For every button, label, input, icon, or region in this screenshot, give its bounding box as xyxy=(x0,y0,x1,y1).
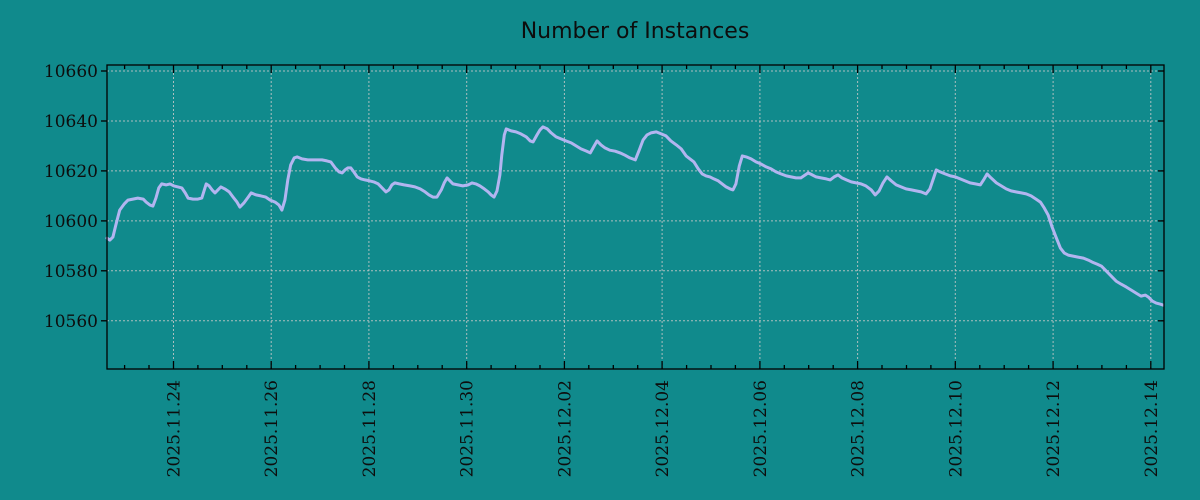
x-tick-label: 2025.12.06 xyxy=(751,380,771,477)
series-line-instances xyxy=(105,125,1165,307)
x-tick-label: 2025.11.28 xyxy=(360,380,380,477)
chart-title: Number of Instances xyxy=(521,19,750,44)
y-axis-labels: 10560 10580 10600 10620 10640 10660 xyxy=(44,62,98,332)
x-tick-label: 2025.11.24 xyxy=(165,380,185,477)
y-tick-label: 10580 xyxy=(44,262,98,282)
x-tick-label: 2025.11.26 xyxy=(262,380,282,477)
plot-border xyxy=(106,64,1165,370)
x-tick-label: 2025.12.10 xyxy=(946,380,966,477)
x-tick-label: 2025.12.04 xyxy=(653,380,673,477)
x-tick-label: 2025.12.12 xyxy=(1044,380,1064,477)
axis-ticks xyxy=(101,65,1164,369)
x-tick-label: 2025.12.14 xyxy=(1142,380,1162,477)
y-tick-label: 10560 xyxy=(44,312,98,332)
series-lines xyxy=(105,125,1165,307)
x-tick-label: 2025.12.08 xyxy=(849,380,869,477)
x-axis-labels: 2025.11.24 2025.11.26 2025.11.28 2025.11.30… xyxy=(165,380,1162,477)
y-tick-label: 10640 xyxy=(44,112,98,132)
x-tick-label: 2025.12.02 xyxy=(555,380,575,477)
y-tick-label: 10660 xyxy=(44,62,98,82)
y-tick-label: 10600 xyxy=(44,212,98,232)
gridlines xyxy=(107,65,1164,369)
x-tick-label: 2025.11.30 xyxy=(458,380,478,477)
y-tick-label: 10620 xyxy=(44,162,98,182)
